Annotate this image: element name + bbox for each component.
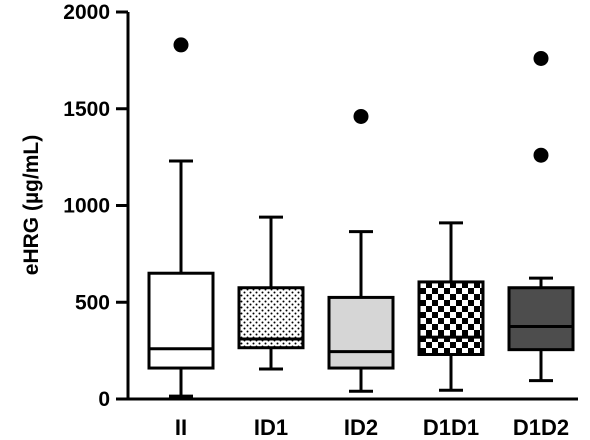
- y-tick-label: 2000: [63, 1, 110, 24]
- outlier-point: [173, 37, 189, 53]
- y-ticks: 0 500 1000 1500 2000: [63, 1, 128, 411]
- x-tick-labels: II ID1 ID2 D1D1 D1D2: [175, 415, 569, 440]
- iqr-box: [417, 280, 485, 356]
- boxes: [147, 37, 575, 398]
- y-tick-label: 1000: [63, 195, 110, 218]
- x-tick-label: II: [175, 415, 187, 440]
- y-tick-label: 0: [98, 388, 110, 411]
- iqr-box: [147, 271, 215, 370]
- box-d1d1: [417, 221, 485, 392]
- outlier-point: [533, 50, 549, 66]
- x-tick-label: ID2: [344, 415, 378, 440]
- x-tick-label: D1D1: [423, 415, 479, 440]
- y-axis-label: eHRG (µg/mL): [20, 135, 43, 275]
- iqr-box: [327, 295, 395, 370]
- box-d1d2: [507, 50, 575, 383]
- iqr-box: [507, 286, 575, 352]
- outlier-point: [353, 108, 369, 124]
- box-id1: [237, 215, 305, 371]
- box-id2: [327, 108, 395, 393]
- x-tick-label: ID1: [254, 415, 288, 440]
- x-tick-label: D1D2: [513, 415, 569, 440]
- box-ii: [147, 37, 215, 398]
- y-tick-label: 1500: [63, 98, 110, 121]
- outlier-point: [533, 147, 549, 163]
- y-tick-label: 500: [75, 291, 110, 314]
